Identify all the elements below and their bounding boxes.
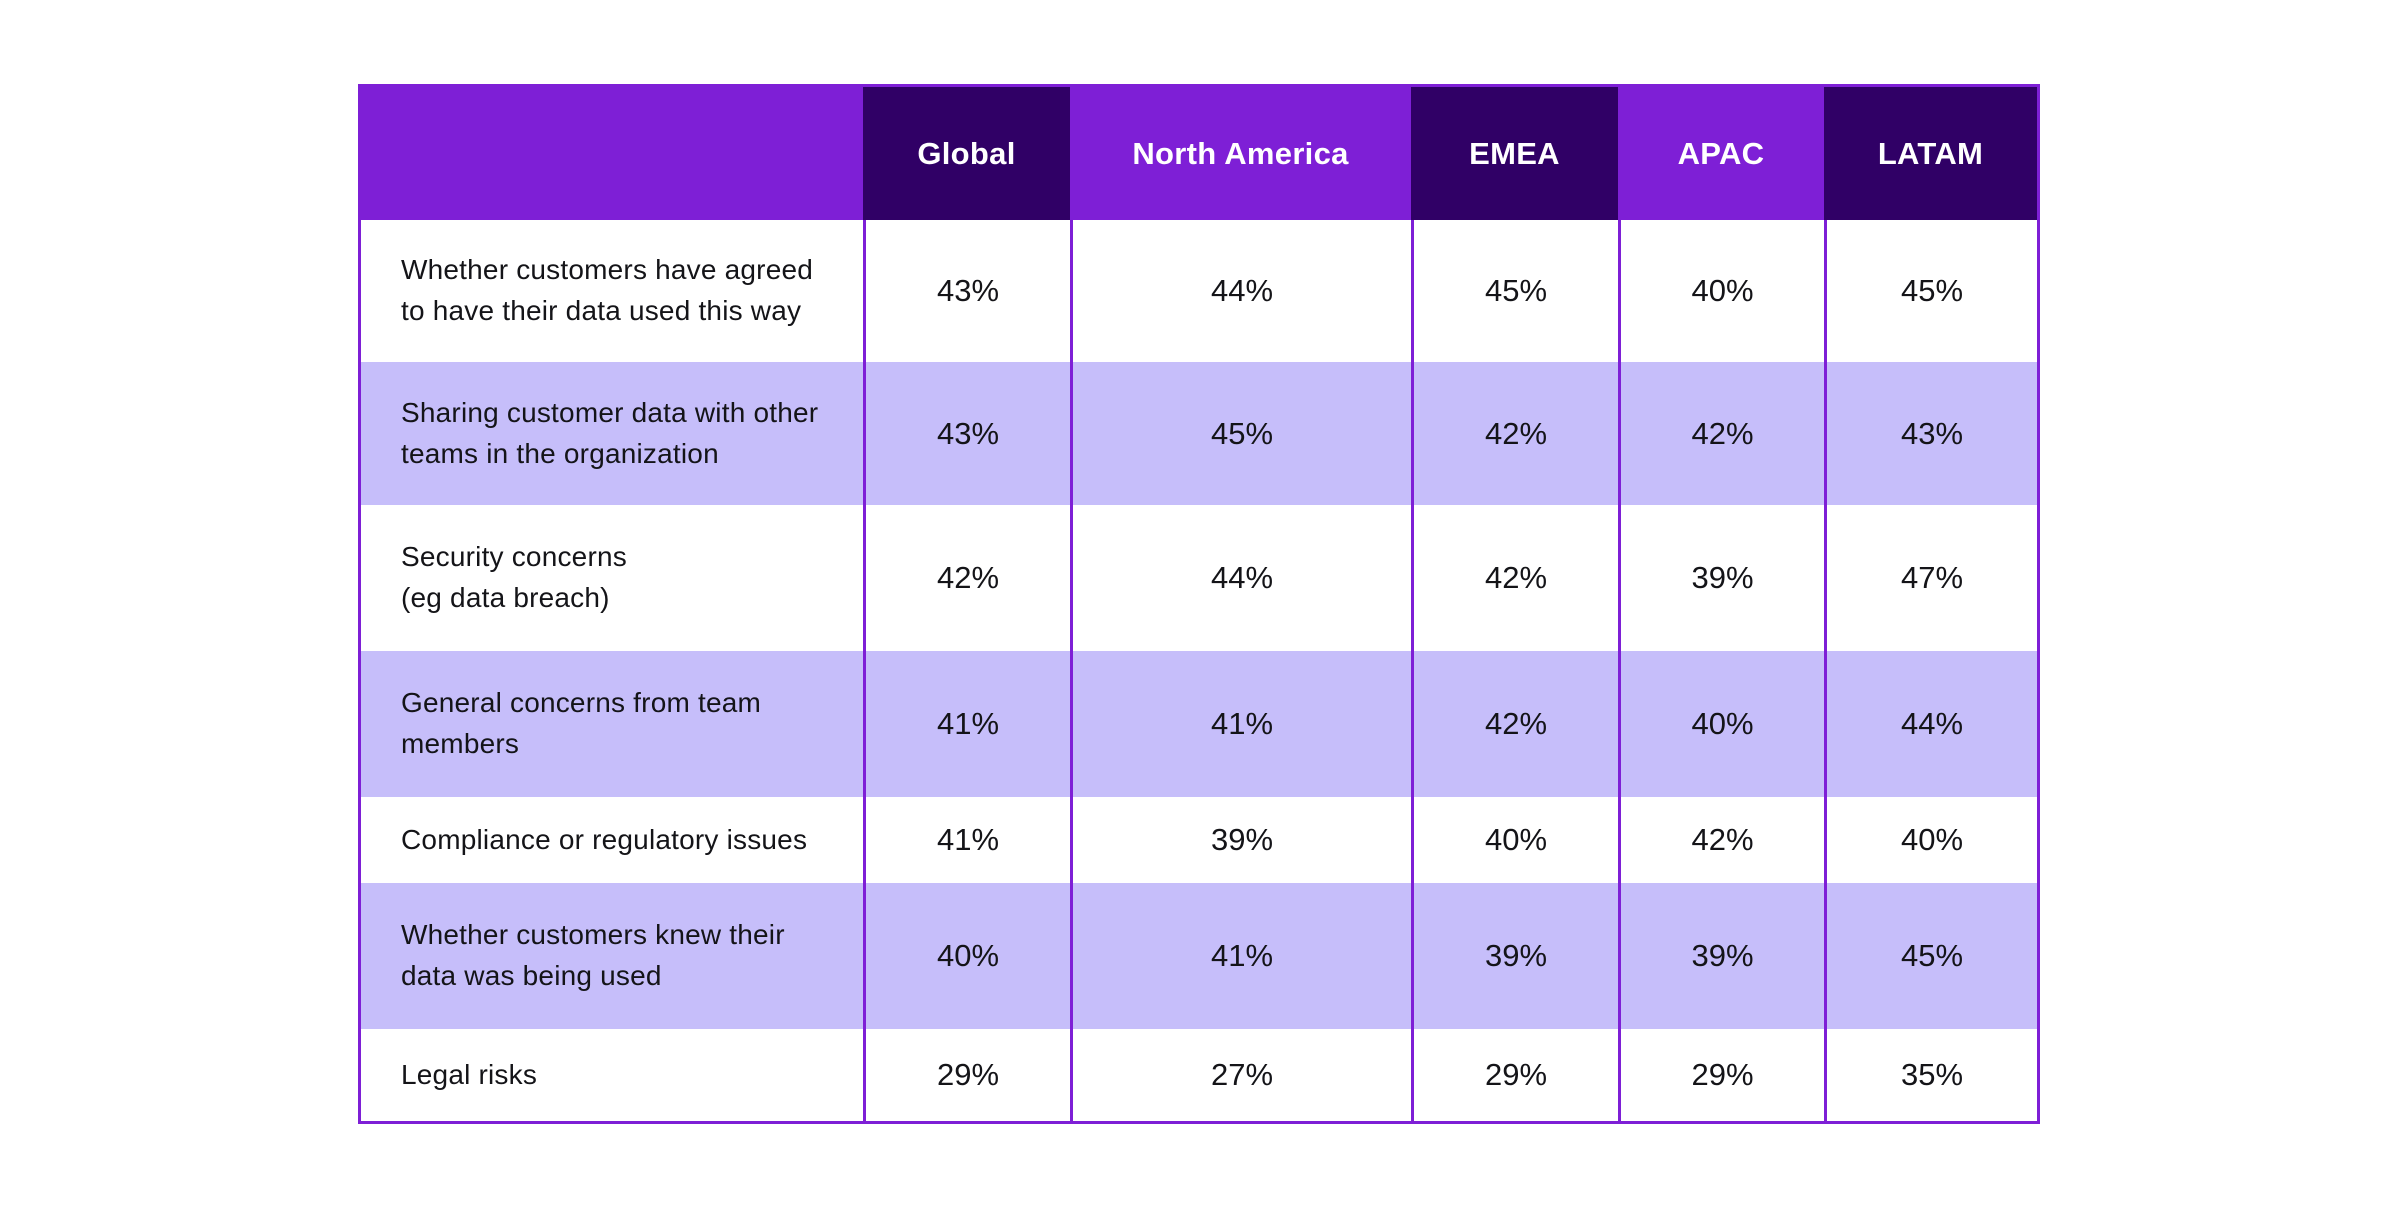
value-cell-emea: 39% (1411, 883, 1618, 1029)
value-cell-latam: 47% (1824, 505, 2037, 651)
table-row: Sharing customer data with other teams i… (361, 362, 2037, 505)
table-row: Whether customers knew their data was be… (361, 883, 2037, 1029)
header-cell-latam: LATAM (1824, 87, 2037, 220)
value-cell-global: 40% (863, 883, 1070, 1029)
value-cell-latam: 45% (1824, 883, 2037, 1029)
value-cell-north-america: 27% (1070, 1029, 1411, 1121)
header-cell-apac: APAC (1618, 87, 1824, 220)
header-cell-emea: EMEA (1411, 87, 1618, 220)
value-cell-north-america: 45% (1070, 362, 1411, 505)
header-row: Global North America EMEA APAC LATAM (361, 87, 2037, 220)
value-cell-apac: 39% (1618, 883, 1824, 1029)
value-cell-apac: 42% (1618, 362, 1824, 505)
value-cell-emea: 42% (1411, 505, 1618, 651)
value-cell-global: 43% (863, 220, 1070, 362)
value-cell-emea: 40% (1411, 797, 1618, 883)
value-cell-emea: 29% (1411, 1029, 1618, 1121)
row-label: General concerns from team members (361, 651, 863, 797)
value-cell-north-america: 41% (1070, 883, 1411, 1029)
value-cell-global: 42% (863, 505, 1070, 651)
value-cell-apac: 42% (1618, 797, 1824, 883)
row-label: Whether customers have agreed to have th… (361, 220, 863, 362)
value-cell-latam: 35% (1824, 1029, 2037, 1121)
value-cell-latam: 45% (1824, 220, 2037, 362)
table-row: General concerns from team members 41% 4… (361, 651, 2037, 797)
value-cell-north-america: 41% (1070, 651, 1411, 797)
value-cell-emea: 42% (1411, 362, 1618, 505)
row-label: Compliance or regulatory issues (361, 797, 863, 883)
value-cell-north-america: 44% (1070, 220, 1411, 362)
header-cell-global: Global (863, 87, 1070, 220)
value-cell-latam: 43% (1824, 362, 2037, 505)
value-cell-north-america: 44% (1070, 505, 1411, 651)
row-label: Sharing customer data with other teams i… (361, 362, 863, 505)
regional-concerns-table: Global North America EMEA APAC LATAM Whe… (358, 84, 2040, 1124)
value-cell-global: 29% (863, 1029, 1070, 1121)
value-cell-apac: 39% (1618, 505, 1824, 651)
value-cell-north-america: 39% (1070, 797, 1411, 883)
header-cell-north-america: North America (1070, 87, 1411, 220)
table-row: Security concerns (eg data breach) 42% 4… (361, 505, 2037, 651)
row-label: Whether customers knew their data was be… (361, 883, 863, 1029)
header-cell-empty (361, 87, 863, 220)
value-cell-apac: 40% (1618, 220, 1824, 362)
row-label: Legal risks (361, 1029, 863, 1121)
table-row: Whether customers have agreed to have th… (361, 220, 2037, 362)
value-cell-emea: 45% (1411, 220, 1618, 362)
value-cell-apac: 40% (1618, 651, 1824, 797)
value-cell-global: 43% (863, 362, 1070, 505)
value-cell-latam: 40% (1824, 797, 2037, 883)
value-cell-latam: 44% (1824, 651, 2037, 797)
value-cell-global: 41% (863, 651, 1070, 797)
value-cell-global: 41% (863, 797, 1070, 883)
table-row: Compliance or regulatory issues 41% 39% … (361, 797, 2037, 883)
value-cell-apac: 29% (1618, 1029, 1824, 1121)
row-label: Security concerns (eg data breach) (361, 505, 863, 651)
value-cell-emea: 42% (1411, 651, 1618, 797)
table-row: Legal risks 29% 27% 29% 29% 35% (361, 1029, 2037, 1121)
